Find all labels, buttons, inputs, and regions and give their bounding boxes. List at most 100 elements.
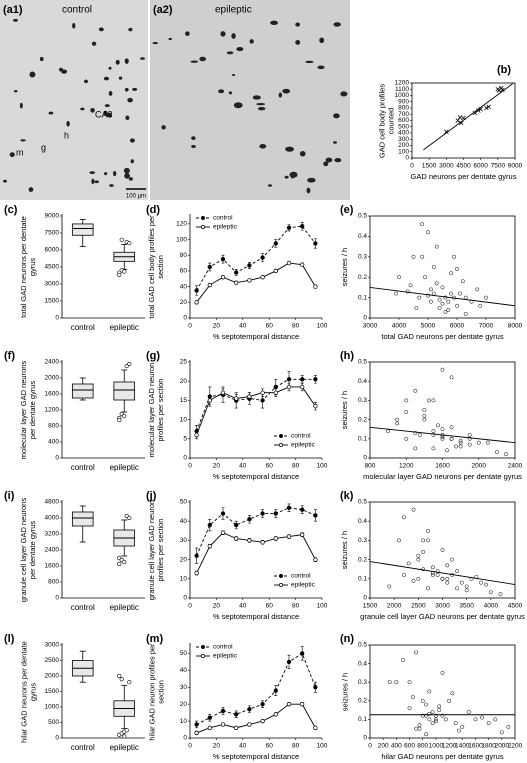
data-point <box>273 390 278 395</box>
data-point <box>428 299 433 304</box>
data-point <box>433 717 438 722</box>
data-point <box>433 713 438 718</box>
panel-label: (a1) <box>3 4 23 16</box>
y-tick-label: 200 <box>398 142 409 149</box>
region-label: h <box>64 130 69 140</box>
cell-body <box>295 22 301 27</box>
cell-body <box>90 107 95 113</box>
y-tick-label: 0.4 <box>358 518 367 525</box>
cell-body <box>249 39 254 44</box>
data-point <box>207 398 212 403</box>
data-point <box>313 685 318 690</box>
y-tick-label: 40 <box>180 283 188 290</box>
legend-label: epileptic <box>213 653 238 660</box>
data-point <box>457 728 461 733</box>
data-point <box>494 450 499 455</box>
x-tick-label: 20 <box>213 603 221 610</box>
data-point <box>460 279 465 284</box>
y-tick-label: 30 <box>180 684 188 691</box>
outlier <box>127 241 132 246</box>
data-point <box>424 702 428 707</box>
cell-body <box>13 18 18 22</box>
data-point <box>395 421 400 426</box>
cell-body <box>103 110 108 116</box>
legend-label: epileptic <box>291 442 316 449</box>
data-point <box>431 446 436 451</box>
box <box>113 381 136 401</box>
y-tick-label: 2400 <box>45 359 60 366</box>
legend-label: control <box>291 433 311 440</box>
data-point <box>416 553 421 558</box>
x-axis-label: granule cell layer GAD neurons per denta… <box>360 612 525 621</box>
data-point <box>401 657 405 662</box>
data-point <box>493 717 498 722</box>
region-label: m <box>16 147 24 157</box>
image-caption: control <box>62 5 92 16</box>
data-point <box>440 285 445 290</box>
y-tick-label: 50 <box>180 650 188 657</box>
x-axis-label: total GAD neurons per dentate gyrus <box>381 332 503 341</box>
data-point <box>300 702 305 707</box>
data-point <box>445 580 450 585</box>
data-point <box>416 557 421 562</box>
data-point <box>407 680 412 685</box>
x-tick-label: control <box>71 463 95 472</box>
micrograph-control <box>0 0 148 200</box>
data-point <box>447 698 452 703</box>
y-tick-label: 10 <box>180 718 188 725</box>
data-point <box>437 708 442 713</box>
data-point <box>423 275 428 280</box>
data-point <box>458 444 463 449</box>
outlier <box>117 561 122 567</box>
y-tick-label: 0.3 <box>358 679 367 686</box>
y-tick-label: 700 <box>398 111 409 118</box>
outlier <box>117 417 122 423</box>
y-tick-label: 10 <box>180 576 188 583</box>
cell-body <box>333 22 341 27</box>
x-tick-label: epileptic <box>110 603 139 612</box>
data-point <box>437 305 442 310</box>
y-tick-label: 0.1 <box>358 436 367 443</box>
cell-body <box>236 47 244 52</box>
y-tick-label: 500 <box>48 719 59 726</box>
x-tick-label: 4500 <box>508 603 523 610</box>
data-point <box>414 650 419 655</box>
data-point <box>207 264 212 270</box>
data-point <box>467 433 472 437</box>
x-tick-label: control <box>71 603 95 612</box>
cell-body <box>168 37 173 40</box>
cell-body <box>267 184 273 187</box>
cell-body <box>80 107 85 111</box>
data-point <box>207 282 212 288</box>
data-point <box>234 536 239 541</box>
data-point <box>416 576 421 581</box>
data-point <box>194 432 199 438</box>
x-tick-label: 2000 <box>387 603 402 610</box>
data-point <box>440 301 445 306</box>
x-tick-label: 80 <box>292 323 300 330</box>
y-axis-label: hilar GAD neuron profiles per section <box>147 642 165 741</box>
x-axis-label: % septotemporal distance <box>213 472 299 481</box>
x-tick-label: 60 <box>266 463 274 470</box>
data-point <box>475 287 480 292</box>
panel-label: (c) <box>4 204 18 216</box>
panel-label: (n) <box>340 633 354 645</box>
cell-body <box>256 102 266 106</box>
outlier <box>122 413 127 419</box>
x-tick-label: 4500 <box>456 163 471 170</box>
y-tick-label: 100 <box>398 148 409 155</box>
data-point <box>446 307 451 312</box>
data-point <box>486 721 491 726</box>
data-point <box>455 303 459 308</box>
cell-body <box>108 66 112 70</box>
data-point <box>401 515 406 520</box>
panel-label: (g) <box>146 350 160 362</box>
y-tick-label: 30 <box>180 537 188 544</box>
legend-label: epileptic <box>213 224 238 231</box>
y-tick-label: 0 <box>363 595 367 602</box>
data-point <box>220 511 226 516</box>
data-point <box>449 436 454 441</box>
y-tick-label: 50 <box>180 499 188 506</box>
x-axis-label: % septotemporal distance <box>213 612 299 621</box>
cell-body <box>108 90 113 96</box>
